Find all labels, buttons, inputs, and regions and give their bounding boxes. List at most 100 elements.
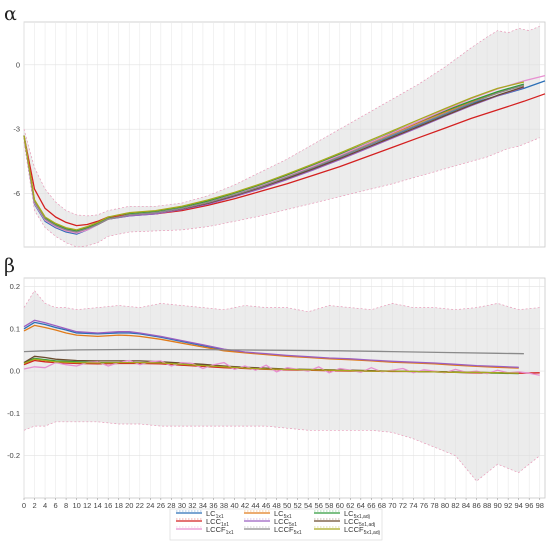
band-upper-edge xyxy=(23,290,540,313)
legend-item: LCC1x1 xyxy=(176,517,229,528)
x-tick-label: 58 xyxy=(325,501,333,510)
beta-panel: β0.20.10.0-0.1-0.20 2 4 6 8 10 12 14 16 18 20 22 24 2… xyxy=(4,255,546,510)
y-tick-label: 0.2 xyxy=(10,282,20,291)
legend-item: LC1x1 xyxy=(176,509,224,520)
x-tick-label: 20 xyxy=(125,501,133,510)
x-tick-label: 88 xyxy=(483,501,491,510)
legend-label: LCCF5x1,adj xyxy=(344,525,380,536)
x-tick-label: 82 xyxy=(451,501,459,510)
legend-item: LCCF1x1 xyxy=(176,525,234,536)
legend-label-subscript: 5x1 xyxy=(289,522,297,528)
x-tick-label: 46 xyxy=(262,501,270,510)
legend-label: LCC1x1 xyxy=(206,517,229,528)
legend-item: LC5x1 xyxy=(244,509,292,520)
y-tick-label: 0 xyxy=(16,60,20,69)
x-tick-label: 10 xyxy=(72,501,80,510)
x-tick-label: 8 xyxy=(64,501,68,510)
legend-label: LCC5x1,adj xyxy=(344,517,375,528)
x-tick-label: 80 xyxy=(441,501,449,510)
x-tick-label: 70 xyxy=(388,501,396,510)
x-tick-label: 98 xyxy=(536,501,544,510)
x-tick-label: 86 xyxy=(472,501,480,510)
y-tick-label: 0.0 xyxy=(10,367,20,376)
x-tick-label: 90 xyxy=(493,501,501,510)
legend-label: LC1x1 xyxy=(206,509,224,520)
legend-label-subscript: 1x1 xyxy=(221,522,229,528)
legend-box xyxy=(169,508,383,541)
legend-item: LCC5x1,adj xyxy=(314,517,375,528)
x-tick-label: 4 xyxy=(43,501,47,510)
x-tick-label: 68 xyxy=(378,501,386,510)
legend-label-base: LCC xyxy=(206,517,222,526)
y-tick-label: -0.2 xyxy=(7,451,20,460)
x-tick-label: 78 xyxy=(430,501,438,510)
x-tick-label: 12 xyxy=(83,501,91,510)
x-tick-label: 92 xyxy=(504,501,512,510)
x-tick-label: 6 xyxy=(53,501,57,510)
legend-label: LCCF1x1 xyxy=(206,525,234,536)
legend-label: LC5x1,adj xyxy=(344,509,370,520)
legend-item: LC5x1,adj xyxy=(314,509,370,520)
x-tick-label: 48 xyxy=(272,501,280,510)
x-tick-label: 62 xyxy=(346,501,354,510)
x-tick-label: 0 xyxy=(22,501,26,510)
x-tick-label: 50 xyxy=(283,501,291,510)
x-tick-label: 32 xyxy=(188,501,196,510)
x-tick-label: 60 xyxy=(336,501,344,510)
x-tick-label: 44 xyxy=(251,501,259,510)
x-tick-label: 18 xyxy=(115,501,123,510)
x-tick-label: 22 xyxy=(136,501,144,510)
legend-label-base: LC xyxy=(274,509,284,518)
legend-label-base: LCCF xyxy=(344,525,364,534)
series-line-lccf-5x1 xyxy=(23,84,525,233)
series-line-lccf-5x1-adj xyxy=(23,81,525,231)
x-tick-label: 94 xyxy=(515,501,523,510)
x-tick-label: 66 xyxy=(367,501,375,510)
x-tick-label: 56 xyxy=(315,501,323,510)
x-tick-label: 30 xyxy=(178,501,186,510)
x-tick-label: 38 xyxy=(220,501,228,510)
x-tick-label: 24 xyxy=(146,501,154,510)
legend-label-subscript: 5x1,adj xyxy=(359,522,375,528)
legend-item: LCCF5x1 xyxy=(244,525,302,536)
x-tick-label: 36 xyxy=(209,501,217,510)
x-tick-label: 34 xyxy=(199,501,207,510)
legend-label-subscript: 1x1 xyxy=(216,514,224,520)
legend-label-base: LCC xyxy=(274,517,290,526)
legend-label-subscript: 5x1,adj xyxy=(364,530,380,536)
legend-label: LCCF5x1 xyxy=(274,525,302,536)
alpha-panel: α 0 -3 -6 xyxy=(4,3,546,248)
legend-label-subscript: 5x1 xyxy=(294,530,302,536)
legend-label-base: LCCF xyxy=(206,525,226,534)
x-tick-label: 52 xyxy=(293,501,301,510)
band-lower-edge xyxy=(23,137,540,248)
x-tick-label: 28 xyxy=(167,501,175,510)
x-tick-label: 2 xyxy=(32,501,36,510)
x-tick-label: 16 xyxy=(104,501,112,510)
x-tick-label: 96 xyxy=(525,501,533,510)
band-lower-edge xyxy=(23,421,540,482)
legend-label-subscript: 5x1,adj xyxy=(354,514,370,520)
legend-item: LCCF5x1,adj xyxy=(314,525,380,536)
x-tick-label: 64 xyxy=(357,501,365,510)
x-tick-label: 14 xyxy=(94,501,102,510)
y-tick-label: -0.1 xyxy=(7,409,20,418)
x-tick-label: 74 xyxy=(409,501,417,510)
panel-title: β xyxy=(4,255,15,277)
x-tick-label: 84 xyxy=(462,501,470,510)
legend-label-base: LC xyxy=(344,509,354,518)
legend-label: LCC5x1 xyxy=(274,517,297,528)
band-upper-edge xyxy=(23,25,540,217)
y-tick-label: -6 xyxy=(13,189,20,198)
legend-item: LCC5x1 xyxy=(244,517,297,528)
series-line-lc-5x1 xyxy=(23,324,519,369)
series-line-lccf-5x1-adj xyxy=(23,358,519,374)
legend-label-base: LCCF xyxy=(274,525,294,534)
x-tick-label: 76 xyxy=(420,501,428,510)
x-tick-label: 54 xyxy=(304,501,312,510)
legend-label-base: LCC xyxy=(344,517,360,526)
legend-label: LC5x1 xyxy=(274,509,292,520)
y-tick-label: -3 xyxy=(13,125,20,134)
x-tick-label: 42 xyxy=(241,501,249,510)
legend-label-base: LC xyxy=(206,509,216,518)
